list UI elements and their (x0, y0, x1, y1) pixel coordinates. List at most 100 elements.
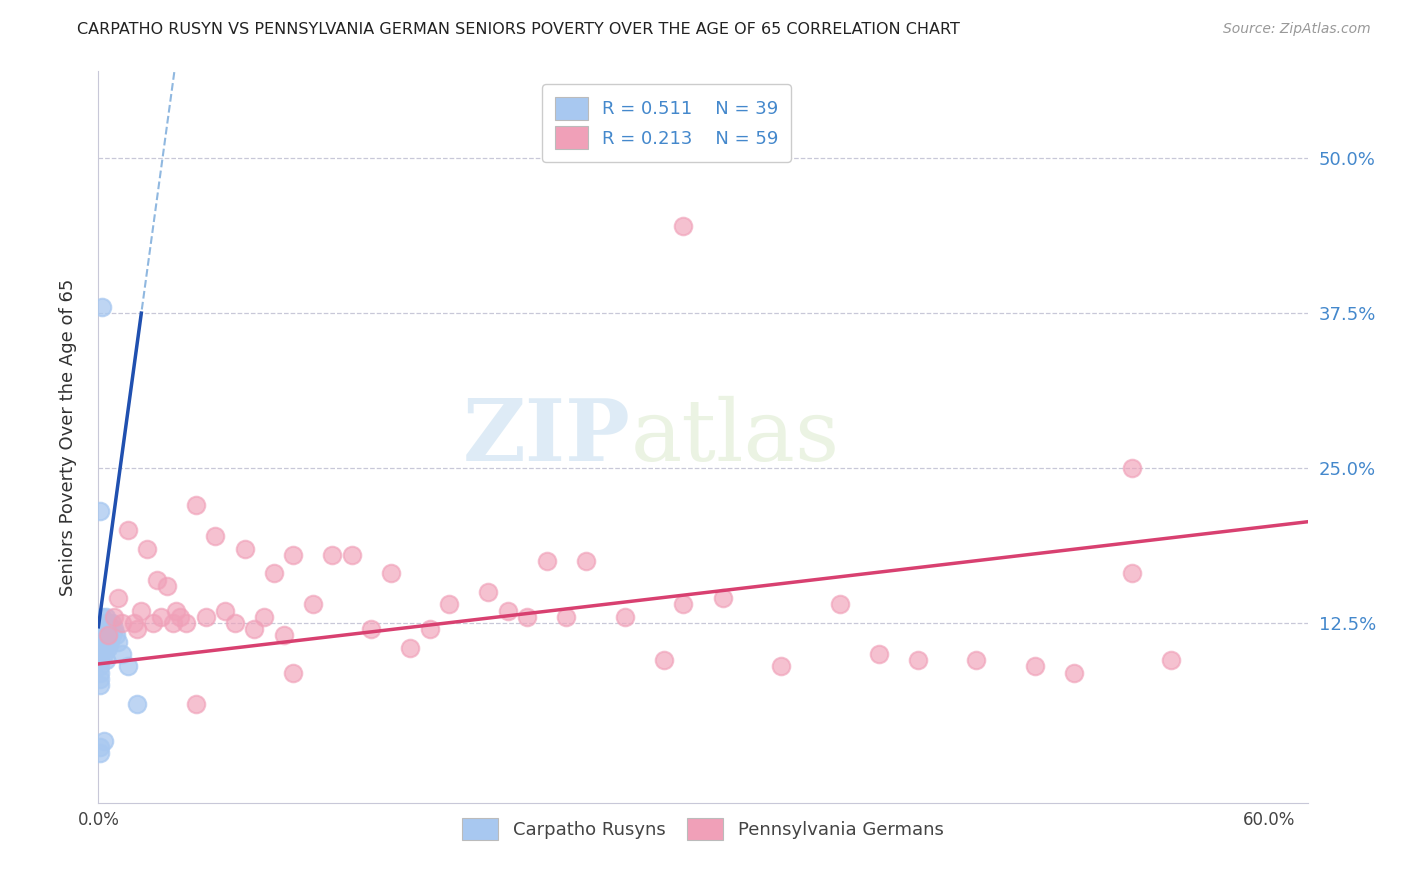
Point (273, 628, 295, 642)
Point (496, 604, 519, 618)
Point (93, 628, 115, 642)
Point (360, 622, 382, 636)
Point (439, 598, 461, 612)
Point (156, 579, 179, 593)
Point (204, 529, 226, 543)
Point (1063, 665, 1085, 680)
Point (89, 665, 111, 680)
Point (98, 622, 121, 636)
Point (555, 610, 578, 624)
Point (98, 634, 121, 648)
Point (214, 604, 236, 618)
Point (89, 653, 111, 667)
Point (89, 634, 111, 648)
Point (89, 746, 111, 760)
Point (96, 622, 118, 636)
Point (136, 541, 159, 556)
Point (89, 672, 111, 686)
Point (107, 591, 129, 606)
Point (399, 640, 422, 655)
Point (340, 548, 363, 562)
Point (93, 622, 115, 636)
Point (184, 697, 207, 711)
Point (174, 615, 197, 630)
Point (89, 640, 111, 655)
Point (477, 585, 499, 599)
Point (711, 591, 734, 606)
Point (965, 653, 987, 667)
Point (1024, 659, 1046, 673)
Point (769, 659, 792, 673)
Point (1160, 653, 1182, 667)
Point (93, 615, 115, 630)
Point (107, 634, 129, 648)
Point (165, 604, 187, 618)
Point (111, 615, 134, 630)
Point (89, 504, 111, 518)
Point (89, 659, 111, 673)
Point (127, 697, 149, 711)
Point (103, 610, 125, 624)
Point (536, 554, 558, 568)
Point (233, 541, 256, 556)
Point (91, 640, 114, 655)
Point (907, 653, 929, 667)
Text: Source: ZipAtlas.com: Source: ZipAtlas.com (1223, 22, 1371, 37)
Point (169, 610, 191, 624)
Point (97, 640, 120, 655)
Point (321, 548, 343, 562)
Point (89, 647, 111, 661)
Point (127, 622, 149, 636)
Point (101, 628, 124, 642)
Point (243, 622, 266, 636)
Point (96, 634, 118, 648)
Point (104, 628, 127, 642)
Y-axis label: Seniors Poverty Over the Age of 65: Seniors Poverty Over the Age of 65 (59, 278, 77, 596)
Point (302, 598, 325, 612)
Point (131, 604, 153, 618)
Point (117, 659, 139, 673)
Point (93, 734, 115, 748)
Text: ZIP: ZIP (463, 395, 630, 479)
Point (122, 615, 145, 630)
Point (672, 598, 695, 612)
Point (93, 647, 115, 661)
Point (91, 634, 114, 648)
Point (91, 300, 114, 314)
Point (97, 628, 120, 642)
Point (96, 610, 118, 624)
Point (283, 665, 305, 680)
Point (103, 622, 125, 636)
Point (142, 615, 165, 630)
Point (263, 566, 285, 581)
Point (253, 610, 276, 624)
Point (194, 610, 217, 624)
Point (672, 219, 695, 234)
Point (1121, 461, 1143, 475)
Point (224, 615, 246, 630)
Point (184, 498, 207, 512)
Point (91, 622, 114, 636)
Point (91, 610, 114, 624)
Point (149, 610, 172, 624)
Point (828, 598, 851, 612)
Point (97, 615, 120, 630)
Point (146, 573, 169, 587)
Text: atlas: atlas (630, 395, 839, 479)
Point (117, 523, 139, 537)
Point (652, 653, 675, 667)
Point (575, 554, 598, 568)
Point (89, 678, 111, 692)
Point (419, 622, 441, 636)
Point (111, 647, 134, 661)
Point (1121, 566, 1143, 581)
Point (96, 653, 118, 667)
Point (614, 610, 637, 624)
Point (89, 739, 111, 754)
Point (868, 647, 890, 661)
Point (91, 628, 114, 642)
Point (380, 566, 402, 581)
Point (101, 615, 124, 630)
Point (516, 610, 538, 624)
Point (162, 615, 184, 630)
